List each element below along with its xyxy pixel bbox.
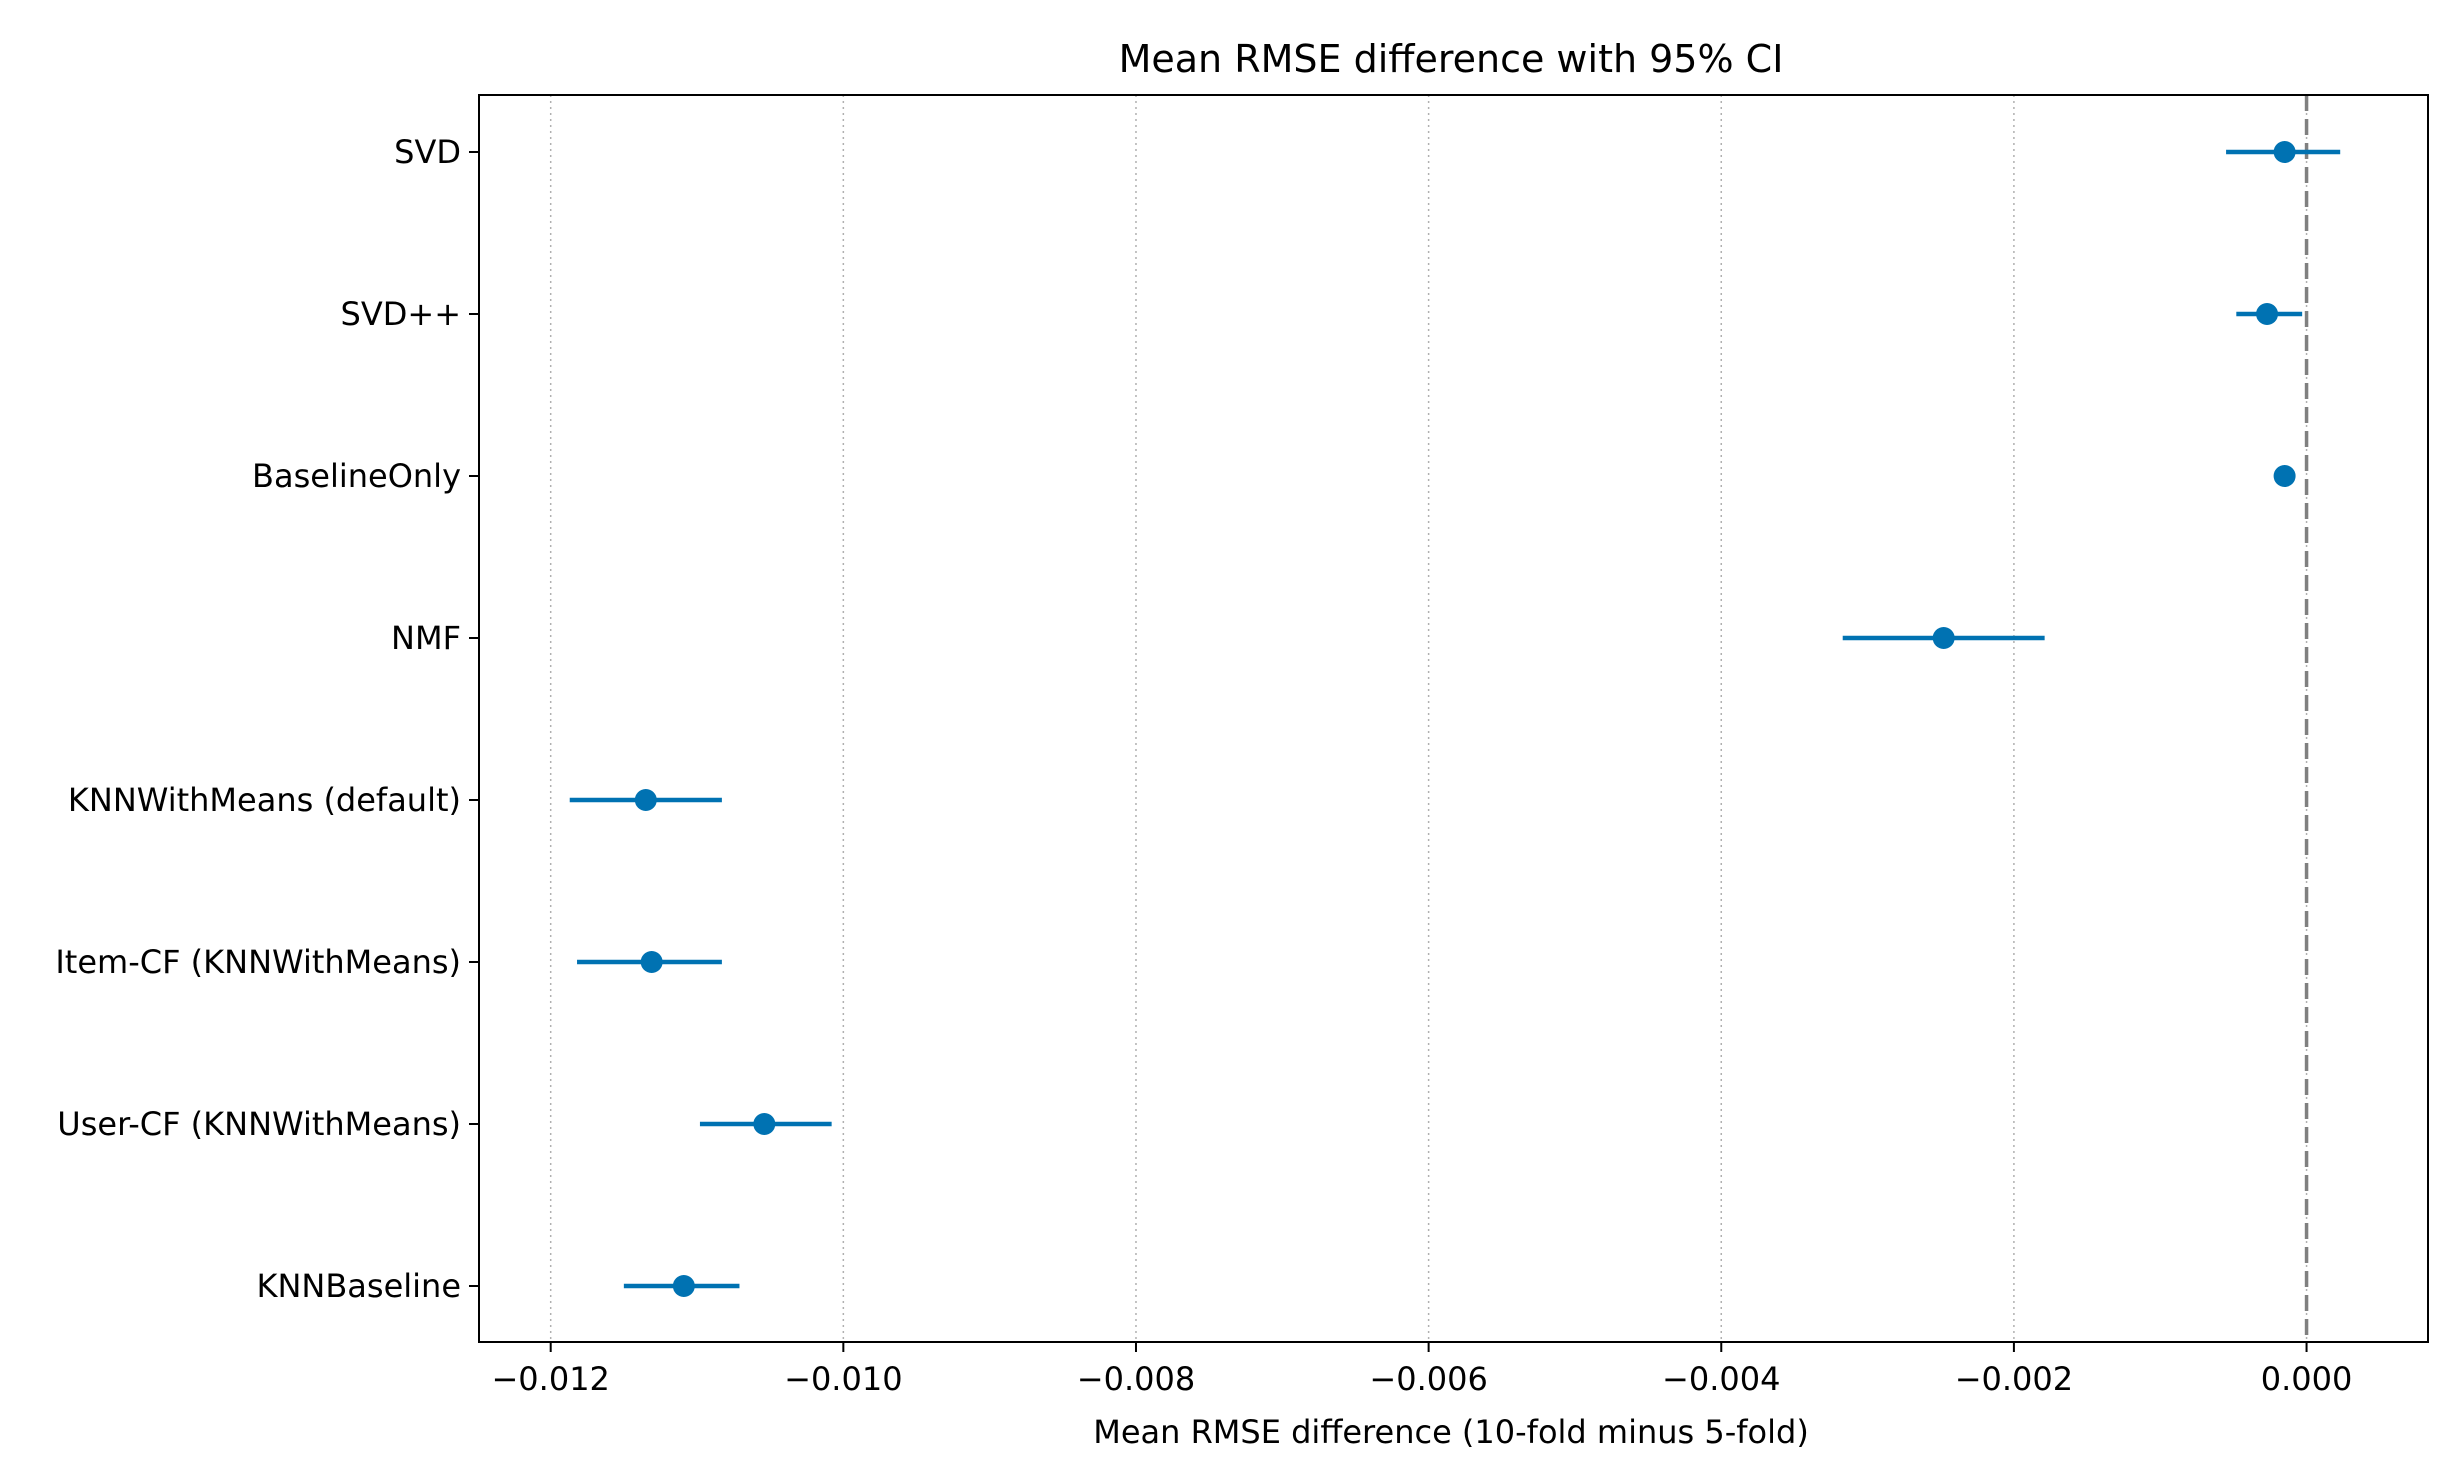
y-tick-label: SVD: [394, 133, 461, 171]
mean-point: [640, 951, 663, 973]
x-axis-label: Mean RMSE difference (10-fold minus 5-fo…: [1093, 1413, 1809, 1451]
x-tick-label: −0.002: [1955, 1360, 2073, 1398]
y-tick-label: SVD++: [341, 295, 461, 333]
y-tick-label: User-CF (KNNWithMeans): [57, 1105, 461, 1143]
x-tick-label: −0.004: [1662, 1360, 1780, 1398]
chart-title: Mean RMSE difference with 95% CI: [1119, 37, 1784, 81]
plot-frame: [478, 94, 2429, 1343]
y-tick-label: Item-CF (KNNWithMeans): [55, 943, 461, 981]
mean-point: [1932, 627, 1955, 649]
y-tick-label: KNNBaseline: [256, 1267, 461, 1305]
x-axis-ticks: −0.012 −0.010 −0.008 −0.006 −0.004 −0.002 0.00…: [491, 1342, 2352, 1398]
x-tick-label: 0.000: [2261, 1360, 2353, 1398]
x-tick-label: −0.006: [1369, 1360, 1487, 1398]
mean-point: [2273, 141, 2296, 163]
mean-point: [2273, 465, 2296, 487]
y-tick-label: KNNWithMeans (default): [68, 781, 461, 819]
y-tick-label: NMF: [391, 619, 461, 657]
y-tick-label: BaselineOnly: [252, 457, 461, 495]
mean-point: [634, 789, 657, 811]
x-tick-label: −0.010: [784, 1360, 902, 1398]
mean-point: [2256, 303, 2279, 325]
mean-point: [672, 1275, 695, 1297]
data-points: [634, 141, 2296, 1297]
mean-point: [753, 1113, 776, 1135]
x-tick-label: −0.008: [1077, 1360, 1195, 1398]
x-tick-label: −0.012: [491, 1360, 609, 1398]
y-axis-ticks: SVD SVD++ BaselineOnly NMF KNNWithMeans (def…: [55, 133, 479, 1305]
